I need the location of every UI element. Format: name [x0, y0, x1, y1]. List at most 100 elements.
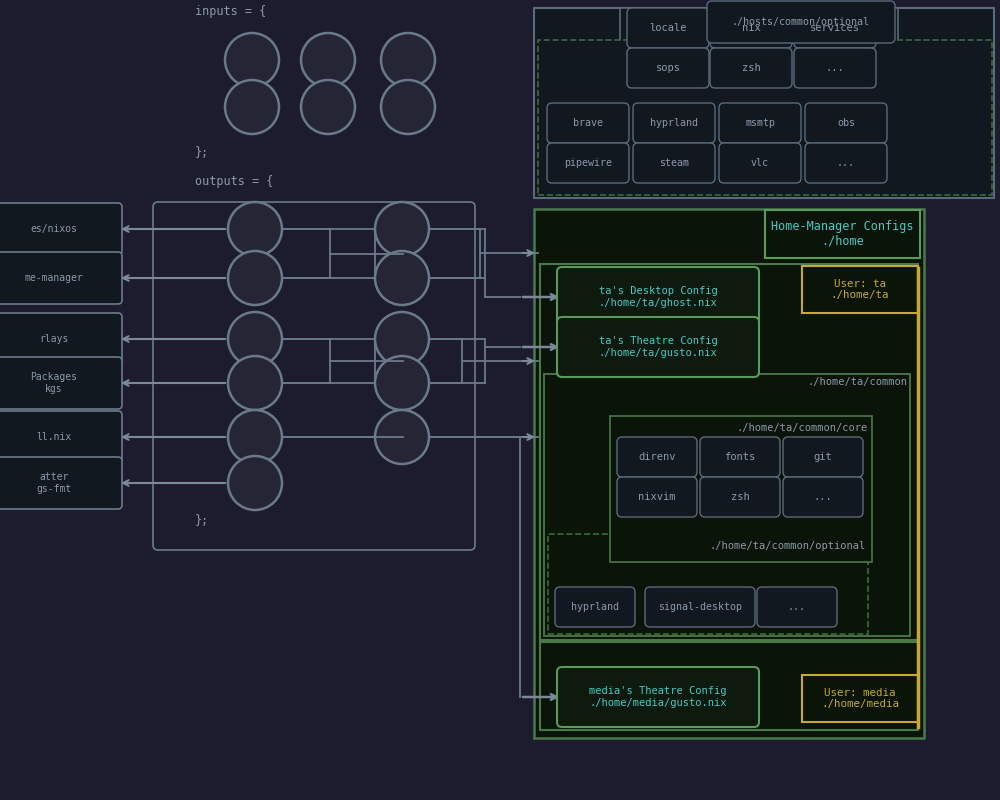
- FancyBboxPatch shape: [700, 477, 780, 517]
- FancyBboxPatch shape: [700, 437, 780, 477]
- FancyBboxPatch shape: [0, 457, 122, 509]
- FancyBboxPatch shape: [710, 8, 792, 48]
- Text: User: ta
./home/ta: User: ta ./home/ta: [831, 278, 889, 300]
- Text: zsh: zsh: [731, 492, 749, 502]
- Text: sops: sops: [656, 63, 681, 73]
- Text: ./home/ta/common/optional: ./home/ta/common/optional: [710, 541, 866, 551]
- FancyBboxPatch shape: [794, 48, 876, 88]
- Text: atter
gs-fmt: atter gs-fmt: [36, 472, 72, 494]
- Circle shape: [228, 251, 282, 305]
- Text: User: media
./home/media: User: media ./home/media: [821, 688, 899, 710]
- FancyBboxPatch shape: [0, 411, 122, 463]
- Circle shape: [301, 33, 355, 87]
- Circle shape: [375, 202, 429, 256]
- Text: pipewire: pipewire: [564, 158, 612, 168]
- Text: ll.nix: ll.nix: [36, 432, 72, 442]
- FancyBboxPatch shape: [547, 143, 629, 183]
- Text: es/nixos: es/nixos: [30, 224, 78, 234]
- Bar: [544, 374, 910, 636]
- Circle shape: [375, 356, 429, 410]
- Bar: [534, 8, 994, 198]
- Text: ta's Theatre Config
./home/ta/gusto.nix: ta's Theatre Config ./home/ta/gusto.nix: [599, 336, 717, 358]
- Text: nix: nix: [742, 23, 760, 33]
- FancyBboxPatch shape: [710, 48, 792, 88]
- Circle shape: [375, 251, 429, 305]
- FancyBboxPatch shape: [617, 437, 697, 477]
- FancyBboxPatch shape: [645, 587, 755, 627]
- Text: locale: locale: [649, 23, 687, 33]
- Text: inputs = {: inputs = {: [195, 6, 266, 18]
- Circle shape: [225, 80, 279, 134]
- FancyBboxPatch shape: [627, 8, 709, 48]
- Circle shape: [225, 33, 279, 87]
- FancyBboxPatch shape: [719, 103, 801, 143]
- FancyBboxPatch shape: [0, 313, 122, 365]
- Text: media's Theatre Config
./home/media/gusto.nix: media's Theatre Config ./home/media/gust…: [589, 686, 727, 708]
- Text: outputs = {: outputs = {: [195, 175, 273, 189]
- FancyBboxPatch shape: [627, 48, 709, 88]
- Text: services: services: [810, 23, 860, 33]
- FancyBboxPatch shape: [805, 103, 887, 143]
- FancyBboxPatch shape: [757, 587, 837, 627]
- Text: hyprland: hyprland: [650, 118, 698, 128]
- Bar: [548, 534, 868, 634]
- Text: hyprland: hyprland: [571, 602, 619, 612]
- Bar: [540, 264, 918, 640]
- FancyBboxPatch shape: [0, 203, 122, 255]
- FancyBboxPatch shape: [719, 143, 801, 183]
- FancyBboxPatch shape: [783, 437, 863, 477]
- Circle shape: [228, 410, 282, 464]
- Text: vlc: vlc: [751, 158, 769, 168]
- Text: ./hosts/common/optional: ./hosts/common/optional: [732, 17, 870, 27]
- FancyBboxPatch shape: [557, 267, 759, 327]
- Text: rlays: rlays: [39, 334, 69, 344]
- Text: ...: ...: [788, 602, 806, 612]
- Circle shape: [228, 202, 282, 256]
- FancyBboxPatch shape: [0, 252, 122, 304]
- Bar: [620, 8, 898, 165]
- Bar: [538, 40, 992, 195]
- Text: git: git: [814, 452, 832, 462]
- Bar: [802, 675, 918, 722]
- Circle shape: [228, 356, 282, 410]
- Bar: [534, 209, 924, 738]
- FancyBboxPatch shape: [633, 143, 715, 183]
- Text: ta's Desktop Config
./home/ta/ghost.nix: ta's Desktop Config ./home/ta/ghost.nix: [599, 286, 717, 308]
- FancyBboxPatch shape: [547, 103, 629, 143]
- Circle shape: [375, 312, 429, 366]
- Circle shape: [228, 456, 282, 510]
- Circle shape: [381, 33, 435, 87]
- Text: zsh: zsh: [742, 63, 760, 73]
- Circle shape: [301, 80, 355, 134]
- Text: msmtp: msmtp: [745, 118, 775, 128]
- Text: Packages
kgs: Packages kgs: [30, 372, 78, 394]
- Bar: [540, 642, 918, 730]
- Bar: [610, 416, 872, 562]
- Text: direnv: direnv: [638, 452, 676, 462]
- Text: me-manager: me-manager: [25, 273, 83, 283]
- FancyBboxPatch shape: [633, 103, 715, 143]
- Text: fonts: fonts: [724, 452, 756, 462]
- Text: nixvim: nixvim: [638, 492, 676, 502]
- Text: ./home/ta/common: ./home/ta/common: [808, 377, 908, 387]
- Text: ...: ...: [826, 63, 844, 73]
- FancyBboxPatch shape: [557, 317, 759, 377]
- Text: ./home/ta/common/core: ./home/ta/common/core: [737, 423, 868, 433]
- Circle shape: [381, 80, 435, 134]
- FancyBboxPatch shape: [0, 357, 122, 409]
- FancyBboxPatch shape: [783, 477, 863, 517]
- FancyBboxPatch shape: [617, 477, 697, 517]
- Text: obs: obs: [837, 118, 855, 128]
- Text: steam: steam: [659, 158, 689, 168]
- Circle shape: [228, 312, 282, 366]
- Text: };: };: [195, 146, 209, 159]
- Text: ...: ...: [837, 158, 855, 168]
- Text: brave: brave: [573, 118, 603, 128]
- Text: signal-desktop: signal-desktop: [658, 602, 742, 612]
- FancyBboxPatch shape: [557, 667, 759, 727]
- FancyBboxPatch shape: [794, 8, 876, 48]
- Text: };: };: [195, 514, 209, 526]
- Text: ...: ...: [814, 492, 832, 502]
- Bar: [765, 210, 920, 258]
- FancyBboxPatch shape: [555, 587, 635, 627]
